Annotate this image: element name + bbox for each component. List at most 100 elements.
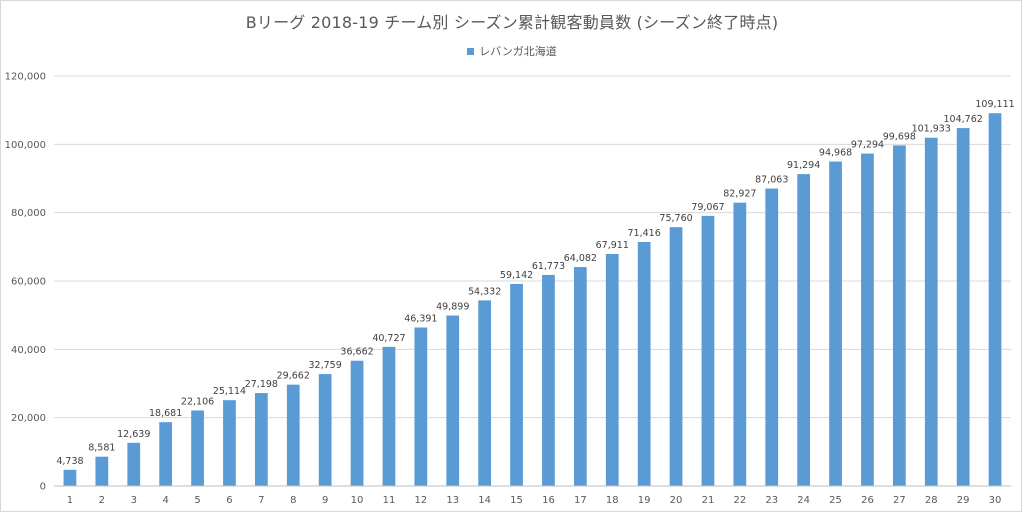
- data-label: 46,391: [404, 313, 437, 324]
- bar: [446, 315, 460, 486]
- y-tick-label: 20,000: [11, 413, 46, 424]
- data-label: 40,727: [372, 333, 405, 344]
- data-label: 109,111: [975, 99, 1014, 110]
- data-label: 12,639: [117, 429, 150, 440]
- data-label: 71,416: [628, 228, 661, 239]
- x-tick-label: 20: [670, 495, 683, 506]
- bar: [191, 410, 204, 486]
- data-label: 79,067: [691, 202, 724, 213]
- x-tick-label: 14: [478, 495, 491, 506]
- bar: [542, 274, 555, 486]
- x-tick-label: 19: [638, 495, 651, 506]
- y-tick-label: 40,000: [11, 345, 46, 356]
- legend-label: レバンガ北海道: [479, 45, 557, 58]
- bar: [127, 442, 141, 486]
- data-label: 82,927: [723, 189, 756, 200]
- x-tick-label: 27: [893, 495, 906, 506]
- data-label: 54,332: [468, 286, 501, 297]
- data-label: 97,294: [851, 140, 884, 151]
- bar: [350, 360, 364, 486]
- bar: [95, 456, 109, 486]
- x-tick-label: 2: [99, 495, 105, 506]
- chart-title: Bリーグ 2018-19 チーム別 シーズン累計観客動員数 (シーズン終了時点): [245, 13, 779, 32]
- data-label: 87,063: [755, 175, 788, 186]
- bar: [829, 161, 842, 486]
- y-tick-label: 80,000: [11, 208, 46, 219]
- x-tick-label: 9: [322, 495, 328, 506]
- x-tick-label: 28: [925, 495, 938, 506]
- x-tick-label: 30: [989, 495, 1002, 506]
- bar: [414, 327, 428, 486]
- bar: [318, 374, 332, 486]
- x-tick-label: 21: [702, 495, 715, 506]
- bar: [956, 128, 970, 486]
- bar: [63, 469, 77, 486]
- x-tick-label: 5: [194, 495, 200, 506]
- x-tick-label: 17: [574, 495, 587, 506]
- data-label: 67,911: [596, 240, 629, 251]
- data-label: 75,760: [659, 213, 692, 224]
- x-tick-label: 4: [162, 495, 168, 506]
- bar: [988, 113, 1002, 486]
- x-tick-label: 8: [290, 495, 296, 506]
- bar: [797, 174, 811, 486]
- bar: [573, 267, 587, 486]
- data-label: 64,082: [564, 253, 597, 264]
- data-label: 99,698: [883, 131, 916, 142]
- y-tick-label: 120,000: [5, 72, 46, 83]
- bar: [924, 137, 938, 486]
- legend-swatch: [467, 47, 475, 55]
- data-label: 36,662: [340, 347, 373, 358]
- x-tick-label: 23: [765, 495, 778, 506]
- bar: [510, 283, 523, 486]
- data-label: 94,968: [819, 148, 852, 159]
- data-label: 22,106: [181, 396, 214, 407]
- bar: [286, 384, 300, 486]
- x-tick-label: 6: [226, 495, 232, 506]
- x-tick-label: 16: [542, 495, 555, 506]
- x-tick-label: 15: [510, 495, 523, 506]
- y-tick-label: 60,000: [11, 277, 46, 288]
- data-label: 4,738: [56, 456, 83, 467]
- bar: [605, 253, 619, 486]
- data-label: 8,581: [88, 443, 115, 454]
- data-label: 27,198: [245, 379, 278, 390]
- data-label: 91,294: [787, 160, 820, 171]
- bar: [669, 227, 683, 487]
- data-label: 25,114: [213, 386, 246, 397]
- data-label: 32,759: [309, 360, 342, 371]
- x-tick-label: 10: [351, 495, 364, 506]
- bar: [861, 153, 874, 486]
- data-label: 18,681: [149, 408, 182, 419]
- legend: レバンガ北海道: [1, 43, 1023, 59]
- x-tick-label: 13: [446, 495, 459, 506]
- x-tick-label: 25: [829, 495, 842, 506]
- bar: [733, 202, 747, 486]
- y-tick-label: 0: [40, 482, 46, 493]
- bar: [254, 393, 268, 486]
- bar: [159, 422, 173, 486]
- data-label: 59,142: [500, 270, 533, 281]
- data-label: 61,773: [532, 261, 565, 272]
- data-label: 49,899: [436, 302, 469, 313]
- data-label: 29,662: [277, 371, 310, 382]
- x-tick-label: 1: [67, 495, 73, 506]
- y-tick-label: 100,000: [5, 140, 46, 151]
- bar: [223, 400, 236, 486]
- data-label: 101,933: [912, 124, 951, 135]
- bar: [637, 241, 651, 486]
- x-tick-label: 3: [131, 495, 137, 506]
- x-tick-label: 22: [733, 495, 746, 506]
- data-label: 104,762: [944, 114, 983, 125]
- bar: [892, 145, 906, 486]
- x-tick-label: 12: [414, 495, 427, 506]
- bar: [765, 188, 779, 487]
- x-tick-label: 11: [383, 495, 396, 506]
- x-tick-label: 29: [957, 495, 970, 506]
- x-tick-label: 18: [606, 495, 619, 506]
- x-tick-label: 26: [861, 495, 874, 506]
- bar: [701, 215, 715, 486]
- x-tick-label: 24: [797, 495, 810, 506]
